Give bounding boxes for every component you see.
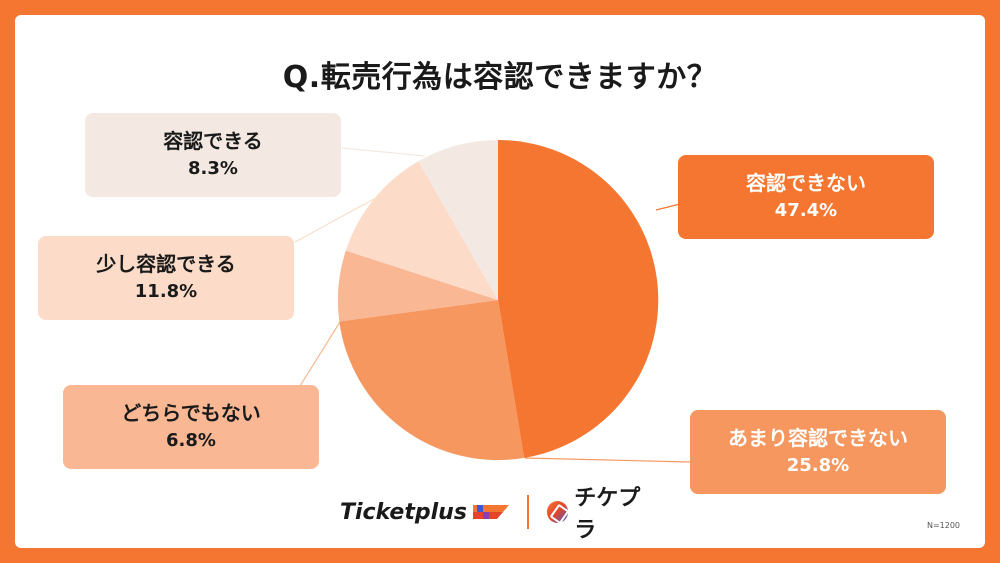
label-somewhat-acceptable: 少し容認できる 11.8% <box>38 236 294 320</box>
pie-slice-not-acceptable <box>498 139 659 458</box>
logo-divider <box>526 495 529 529</box>
chart-title: Q.転売行為は容認できますか？ <box>282 60 718 95</box>
pie-slice-acceptable <box>418 140 498 300</box>
sample-size: N=1200 <box>926 521 960 530</box>
ticketplus-logo: Ticketplus <box>340 500 509 525</box>
leader-line-somewhat-acceptable <box>294 198 375 243</box>
leader-line-acceptable <box>341 147 426 157</box>
label-acceptable: 容認できる 8.3% <box>85 113 341 197</box>
pie-slice-mostly-not-acceptable <box>339 300 525 461</box>
footer-logos: Ticketplus チケプラ <box>340 486 660 543</box>
chikepura-wordmark: チケプラ <box>574 486 641 543</box>
label-percent: 11.8% <box>134 281 198 302</box>
label-percent: 8.3% <box>188 158 238 179</box>
label-name: どちらでもない <box>121 401 261 425</box>
pie-slice-neutral <box>337 250 498 322</box>
label-name: あまり容認できない <box>728 426 908 450</box>
label-name: 容認できる <box>163 129 263 153</box>
leader-line-mostly-not-acceptable <box>524 457 691 463</box>
label-name: 容認できない <box>746 171 866 195</box>
label-not-acceptable: 容認できない 47.4% <box>678 155 934 239</box>
label-percent: 6.8% <box>166 430 216 451</box>
label-percent: 25.8% <box>786 455 850 476</box>
label-name: 少し容認できる <box>96 252 236 276</box>
leader-line-neutral <box>299 321 341 387</box>
pie-slice-somewhat-acceptable <box>345 161 498 300</box>
label-neutral: どちらでもない 6.8% <box>63 385 319 469</box>
label-percent: 47.4% <box>774 200 838 221</box>
ticketplus-wordmark: Ticketplus <box>340 499 467 525</box>
ticketplus-flag-icon <box>472 505 509 519</box>
ticket-icon <box>546 501 569 523</box>
label-mostly-not-acceptable: あまり容認できない 25.8% <box>690 410 946 494</box>
leader-line-not-acceptable <box>655 203 681 211</box>
chikepura-logo: チケプラ <box>546 480 660 544</box>
